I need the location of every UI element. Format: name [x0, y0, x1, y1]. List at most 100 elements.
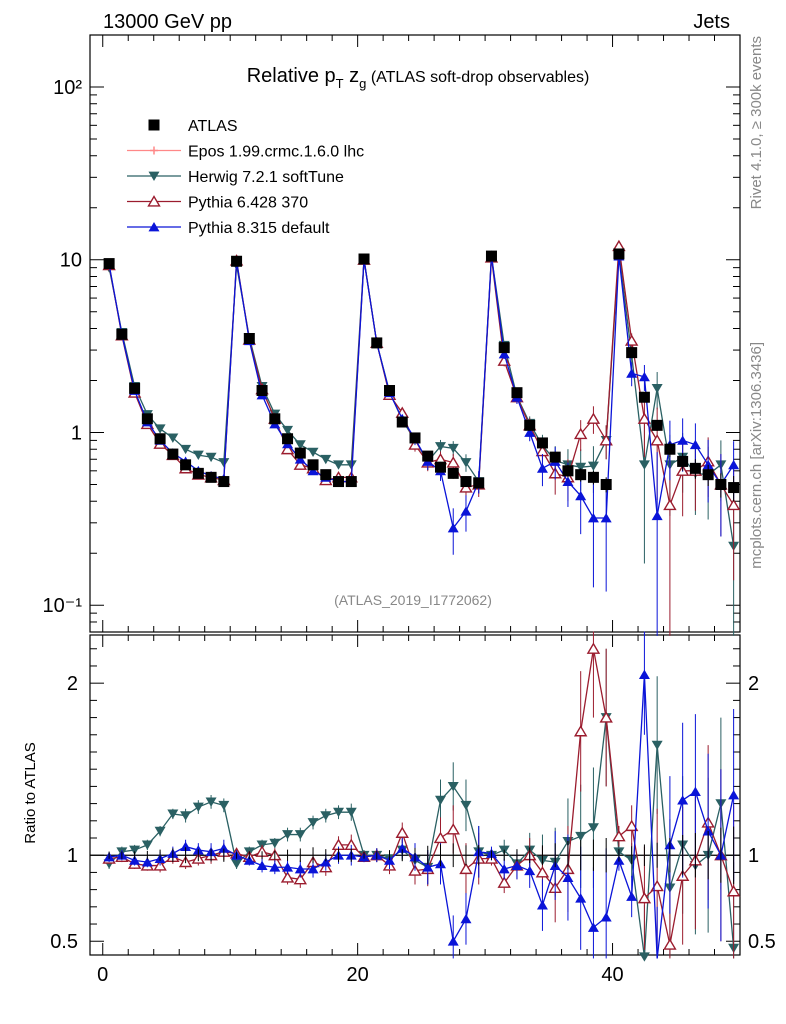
- point-herwig: [575, 462, 587, 473]
- point-py8: [689, 439, 701, 450]
- ratio-point-py8: [396, 843, 408, 853]
- point-py6: [599, 434, 613, 446]
- x-tick-label: 40: [601, 964, 623, 986]
- title-main: Relative p: [247, 65, 336, 87]
- point-py8: [587, 513, 599, 523]
- ratio-point-herwig: [205, 797, 217, 807]
- ratio-point-herwig: [345, 807, 357, 818]
- data-point: [396, 416, 408, 428]
- y-tick-label-main: 10²: [53, 77, 82, 99]
- data-point: [511, 387, 523, 399]
- point-herwig: [167, 433, 179, 443]
- point-py8: [575, 490, 587, 501]
- series-line-py8: [108, 264, 224, 480]
- ratio-line-herwig: [108, 801, 224, 865]
- point-herwig: [205, 452, 217, 463]
- data-point: [345, 476, 357, 488]
- y-tick-label-main: 10: [60, 250, 82, 272]
- series-herwig-main: [103, 248, 740, 636]
- ratio-point-py6: [624, 819, 639, 832]
- ratio-point-py8: [626, 891, 638, 901]
- ratio-point-herwig: [218, 800, 230, 811]
- series-data: [103, 248, 740, 502]
- point-py8: [651, 510, 663, 521]
- point-herwig: [434, 442, 446, 452]
- point-herwig: [651, 383, 663, 394]
- data-point: [638, 391, 650, 403]
- ratio-point-py8: [562, 872, 574, 882]
- point-py8: [524, 427, 536, 437]
- point-herwig: [333, 460, 345, 470]
- y-tick-label-main: 1: [71, 422, 82, 444]
- point-py8: [562, 476, 574, 486]
- header-energy: 13000 GeV pp: [103, 11, 232, 33]
- point-herwig: [180, 444, 192, 455]
- data-point: [129, 382, 141, 394]
- ratio-point-herwig: [575, 831, 587, 842]
- plot-title: Relative pT zg (ATLAS soft-drop observab…: [247, 65, 590, 91]
- point-py6: [280, 442, 295, 455]
- y-tick-label-ratio-right: 2: [748, 673, 759, 695]
- legend: ATLAS Epos 1.99.crmc.1.6.0 lhc Herwig 7.2.…: [127, 118, 364, 237]
- point-py6: [650, 434, 664, 446]
- point-herwig: [282, 425, 294, 436]
- data-point: [460, 476, 472, 488]
- point-py8: [728, 459, 740, 470]
- ratio-point-py8: [218, 843, 230, 853]
- point-py6: [293, 458, 308, 470]
- point-py8: [294, 454, 306, 464]
- ratio-point-herwig: [651, 740, 663, 751]
- ratio-frame-box: [89, 634, 741, 956]
- point-herwig: [307, 447, 319, 458]
- series-line-py6: [350, 259, 479, 489]
- data-point: [358, 253, 370, 265]
- data-point: [587, 471, 599, 483]
- point-herwig: [218, 458, 230, 468]
- data-point: [651, 419, 663, 431]
- data-point: [600, 478, 612, 490]
- data-point: [243, 333, 255, 345]
- point-py8: [626, 368, 638, 378]
- point-py8: [307, 465, 319, 476]
- y-tick-label-ratio: 2: [67, 673, 78, 695]
- ratio-point-herwig: [129, 845, 141, 856]
- ratio-point-py8: [702, 826, 714, 836]
- ratio-point-herwig: [180, 811, 192, 821]
- ratio-point-py6: [280, 871, 295, 883]
- x-tick-label: 0: [97, 964, 108, 986]
- ratio-point-py8: [511, 860, 523, 870]
- ratio-point-py8: [638, 669, 650, 679]
- legend-marker-data: [148, 119, 160, 131]
- ratio-point-py6: [612, 829, 626, 842]
- ratio-point-py8: [575, 893, 587, 903]
- ratio-point-herwig: [167, 809, 179, 819]
- ratio-point-py8: [180, 841, 192, 852]
- point-py6: [663, 498, 677, 511]
- title-mid: z: [344, 65, 360, 87]
- ratio-point-py8: [587, 922, 599, 932]
- series-line-py6: [108, 265, 224, 481]
- ratio-point-herwig: [294, 830, 306, 840]
- legend-marker-py8: [148, 222, 160, 232]
- data-point: [371, 337, 383, 349]
- ratio-point-py8: [689, 786, 701, 796]
- legend-marker-herwig: [148, 171, 160, 181]
- data-point: [473, 477, 485, 489]
- legend-label-py8: Pythia 8.315 default: [188, 220, 330, 237]
- title-rest: (ATLAS soft-drop observables): [366, 69, 589, 86]
- data-point: [613, 248, 625, 260]
- point-herwig: [154, 424, 166, 434]
- ratio-point-py6: [586, 642, 601, 654]
- data-point: [626, 347, 638, 359]
- point-herwig: [294, 440, 306, 450]
- ratio-point-py6: [726, 885, 741, 897]
- data-point: [728, 482, 740, 494]
- ratio-point-herwig: [282, 830, 294, 840]
- data-point: [689, 462, 701, 474]
- point-py8: [638, 371, 650, 382]
- ratio-point-py8: [320, 857, 332, 867]
- ratio-panel-series: [102, 631, 741, 962]
- ratio-point-herwig: [587, 823, 599, 833]
- data-point: [231, 255, 243, 267]
- data-point: [192, 467, 204, 479]
